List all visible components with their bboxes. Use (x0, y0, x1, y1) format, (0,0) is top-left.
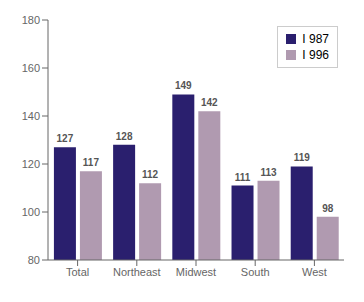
svg-text:128: 128 (116, 131, 133, 142)
svg-text:180: 180 (22, 14, 40, 26)
svg-text:160: 160 (22, 62, 40, 74)
svg-text:120: 120 (22, 158, 40, 170)
svg-text:Total: Total (66, 266, 89, 278)
svg-text:142: 142 (201, 97, 218, 108)
svg-text:South: South (241, 266, 270, 278)
svg-text:119: 119 (294, 152, 311, 163)
svg-text:Northeast: Northeast (113, 266, 161, 278)
svg-text:West: West (302, 266, 327, 278)
svg-text:140: 140 (22, 110, 40, 122)
html-text:I 996: I 996 (302, 48, 329, 62)
svg-text:117: 117 (83, 157, 100, 168)
svg-text:Midwest: Midwest (176, 266, 216, 278)
svg-text:100: 100 (22, 206, 40, 218)
svg-text:80: 80 (28, 254, 40, 266)
svg-text:98: 98 (322, 203, 334, 214)
html-text:I 987: I 987 (302, 32, 329, 46)
svg-text:149: 149 (175, 80, 192, 91)
svg-text:111: 111 (235, 172, 251, 183)
svg-text:112: 112 (142, 169, 159, 180)
svg-text:127: 127 (57, 133, 74, 144)
svg-text:113: 113 (260, 167, 277, 178)
